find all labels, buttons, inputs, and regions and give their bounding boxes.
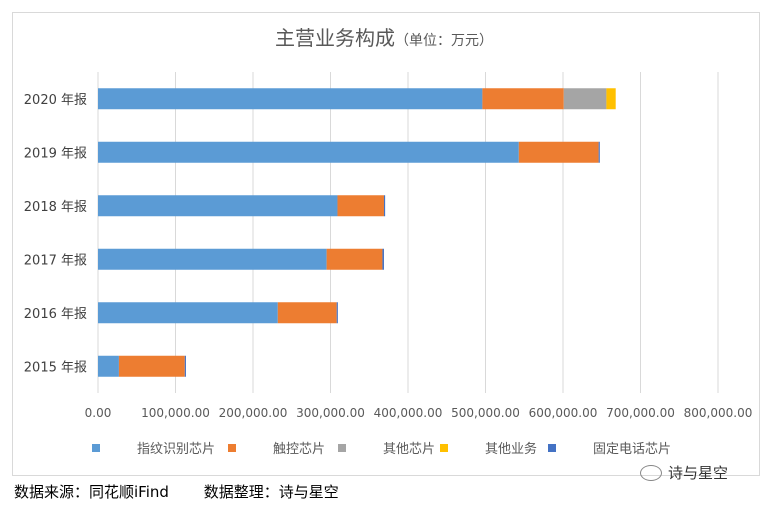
bar-segment bbox=[518, 141, 599, 163]
bar-segment bbox=[336, 302, 338, 324]
legend-swatch bbox=[440, 444, 448, 452]
bar-segment bbox=[563, 88, 607, 110]
chart-title-main: 主营业务构成 bbox=[275, 26, 395, 50]
x-tick-label: 700,000.00 bbox=[606, 406, 675, 420]
watermark: 诗与星空 bbox=[640, 462, 728, 483]
bar-segment bbox=[98, 141, 519, 163]
legend-swatch bbox=[338, 444, 346, 452]
x-tick-label: 200,000.00 bbox=[219, 406, 288, 420]
legend-label: 固定电话芯片 bbox=[593, 442, 671, 457]
x-tick-label: 500,000.00 bbox=[451, 406, 520, 420]
bar-segment bbox=[482, 88, 564, 110]
bar-segment bbox=[337, 195, 384, 217]
y-category-label: 2018 年报 bbox=[24, 200, 87, 215]
organizer-note: 数据整理：诗与星空 bbox=[203, 483, 339, 501]
source-note: 数据来源：同花顺iFind bbox=[14, 483, 169, 501]
y-category-label: 2020 年报 bbox=[24, 93, 87, 108]
y-category-label: 2015 年报 bbox=[24, 360, 87, 375]
legend-label: 触控芯片 bbox=[273, 442, 325, 457]
y-category-label: 2016 年报 bbox=[24, 307, 87, 322]
bar-segment bbox=[118, 355, 185, 377]
bar-segment bbox=[606, 88, 616, 110]
bar-segment bbox=[184, 355, 186, 377]
legend-swatch bbox=[92, 444, 100, 452]
chart-title-unit: （单位：万元） bbox=[395, 33, 493, 49]
legend-label: 其他业务 bbox=[485, 441, 537, 457]
legend-swatch bbox=[548, 444, 556, 452]
legend-label: 其他芯片 bbox=[383, 442, 435, 457]
legend-swatch bbox=[228, 444, 236, 452]
chart-title: 主营业务构成（单位：万元） bbox=[0, 22, 768, 51]
x-tick-label: 800,000.00 bbox=[684, 406, 753, 420]
x-tick-label: 100,000.00 bbox=[141, 406, 210, 420]
watermark-text: 诗与星空 bbox=[668, 464, 729, 482]
x-tick-label: 0.00 bbox=[85, 406, 112, 420]
bar-segment bbox=[98, 248, 327, 270]
x-tick-label: 400,000.00 bbox=[374, 406, 443, 420]
bar-segment bbox=[326, 248, 383, 270]
bar-segment bbox=[598, 141, 600, 163]
x-tick-label: 600,000.00 bbox=[529, 406, 598, 420]
wechat-icon bbox=[640, 464, 662, 481]
bar-segment bbox=[98, 355, 119, 377]
bar-segment bbox=[382, 248, 384, 270]
bar-segment bbox=[98, 88, 483, 110]
bar-segment bbox=[98, 302, 278, 324]
y-category-label: 2019 年报 bbox=[24, 146, 87, 161]
bar-segment bbox=[277, 302, 337, 324]
x-tick-label: 300,000.00 bbox=[296, 406, 365, 420]
bar-segment bbox=[383, 195, 386, 217]
legend-label: 指纹识别芯片 bbox=[137, 442, 215, 457]
bar-segment bbox=[98, 195, 338, 217]
footer: 数据来源：同花顺iFind 数据整理：诗与星空 bbox=[14, 481, 369, 502]
y-category-label: 2017 年报 bbox=[24, 253, 87, 268]
